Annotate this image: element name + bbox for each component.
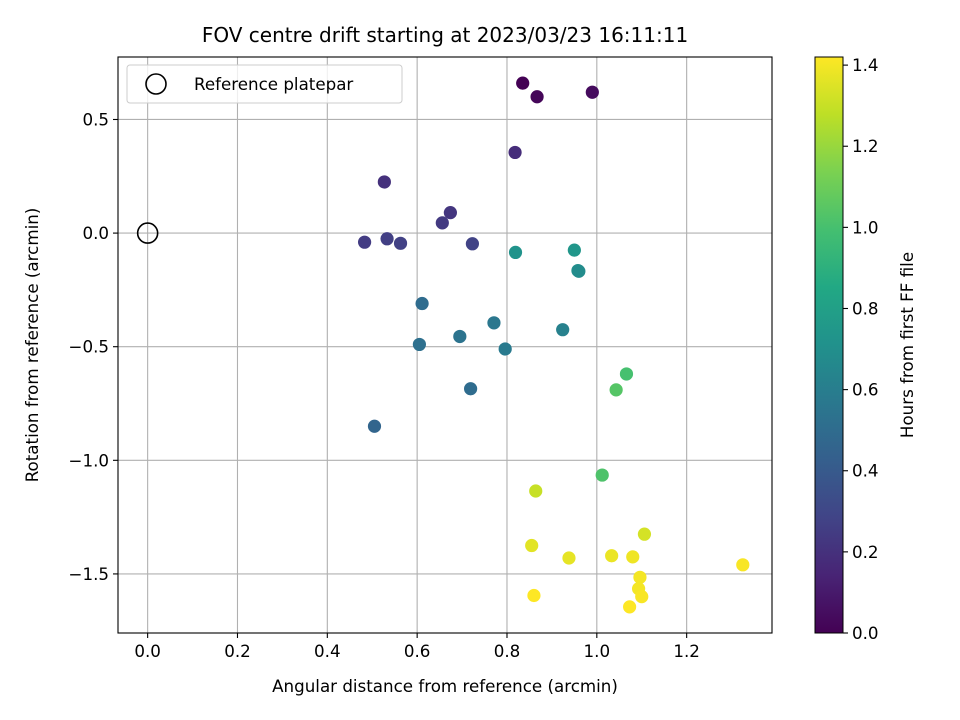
data-point <box>367 419 382 433</box>
data-point <box>508 145 522 160</box>
colorbar-tick-label: 0.0 <box>852 623 879 643</box>
colorbar-tick-label: 1.2 <box>852 136 879 156</box>
y-tick-label: −1.5 <box>68 564 109 584</box>
grid-lines <box>118 57 772 633</box>
data-point <box>562 551 576 565</box>
x-tick-label: 0.8 <box>494 641 521 661</box>
data-point <box>609 383 623 397</box>
colorbar-tick-label: 0.4 <box>852 461 879 481</box>
data-point <box>637 527 652 541</box>
y-tick-label: 0.0 <box>82 223 109 243</box>
data-point <box>626 550 640 564</box>
data-point <box>443 206 457 220</box>
data-points <box>136 76 750 614</box>
x-tick-label: 0.0 <box>134 641 161 661</box>
x-axis: 0.0 0.2 0.4 0.6 0.8 1.0 1.2 <box>134 633 700 661</box>
data-point <box>393 236 408 250</box>
y-tick-label: −1.0 <box>68 450 109 470</box>
data-point <box>464 382 478 396</box>
colorbar-gradient <box>814 56 844 634</box>
colorbar-label: Hours from first FF file <box>897 252 917 438</box>
chart-title: FOV centre drift starting at 2023/03/23 … <box>202 23 688 47</box>
x-tick-label: 1.0 <box>584 641 611 661</box>
data-point <box>567 243 581 257</box>
colorbar-tick-label: 0.8 <box>852 298 879 318</box>
legend-entry-reference: Reference platepar <box>194 74 353 94</box>
x-tick-label: 0.2 <box>224 641 251 661</box>
legend-box <box>126 64 403 104</box>
data-point <box>453 329 467 344</box>
colorbar: 0.0 0.2 0.4 0.6 0.8 1.0 1.2 1.4 Hours from firs… <box>814 55 917 643</box>
colorbar-ticks: 0.0 0.2 0.4 0.6 0.8 1.0 1.2 1.4 <box>843 55 879 643</box>
data-point <box>635 590 649 604</box>
data-point <box>525 538 539 553</box>
data-point <box>605 549 619 563</box>
y-tick-label: −0.5 <box>68 337 109 357</box>
data-point <box>572 264 586 278</box>
data-point <box>527 588 541 603</box>
colorbar-tick-label: 1.4 <box>852 55 879 75</box>
plot-frame <box>117 56 773 634</box>
reference-marker <box>136 222 159 244</box>
data-point <box>516 76 530 90</box>
colorbar-tick-label: 0.2 <box>852 542 879 562</box>
data-point <box>498 342 512 356</box>
x-tick-label: 0.6 <box>404 641 431 661</box>
y-axis: 0.5 0.0 −0.5 −1.0 −1.5 <box>68 109 118 584</box>
data-point <box>623 600 637 614</box>
data-point <box>415 296 429 311</box>
x-axis-label: Angular distance from reference (arcmin) <box>272 676 618 696</box>
legend-marker-icon <box>145 73 167 95</box>
data-point <box>736 558 750 572</box>
y-tick-label: 0.5 <box>82 109 109 129</box>
x-tick-label: 0.4 <box>314 641 341 661</box>
data-point <box>585 85 599 99</box>
data-point <box>412 337 426 352</box>
y-axis-label: Rotation from reference (arcmin) <box>22 208 42 483</box>
data-point <box>508 245 523 260</box>
colorbar-tick-label: 0.6 <box>852 380 879 400</box>
data-point <box>619 367 634 381</box>
data-point <box>465 237 479 251</box>
data-point <box>380 232 394 246</box>
data-point <box>633 570 647 584</box>
data-point <box>487 316 501 330</box>
colorbar-tick-label: 1.0 <box>852 217 879 237</box>
data-point <box>529 484 543 498</box>
data-point <box>556 323 570 337</box>
data-point <box>530 90 544 104</box>
x-tick-label: 1.2 <box>673 641 700 661</box>
legend: Reference platepar <box>126 64 403 104</box>
data-point <box>357 235 372 249</box>
data-point <box>595 468 609 482</box>
data-point <box>435 216 449 230</box>
data-point <box>377 175 391 189</box>
